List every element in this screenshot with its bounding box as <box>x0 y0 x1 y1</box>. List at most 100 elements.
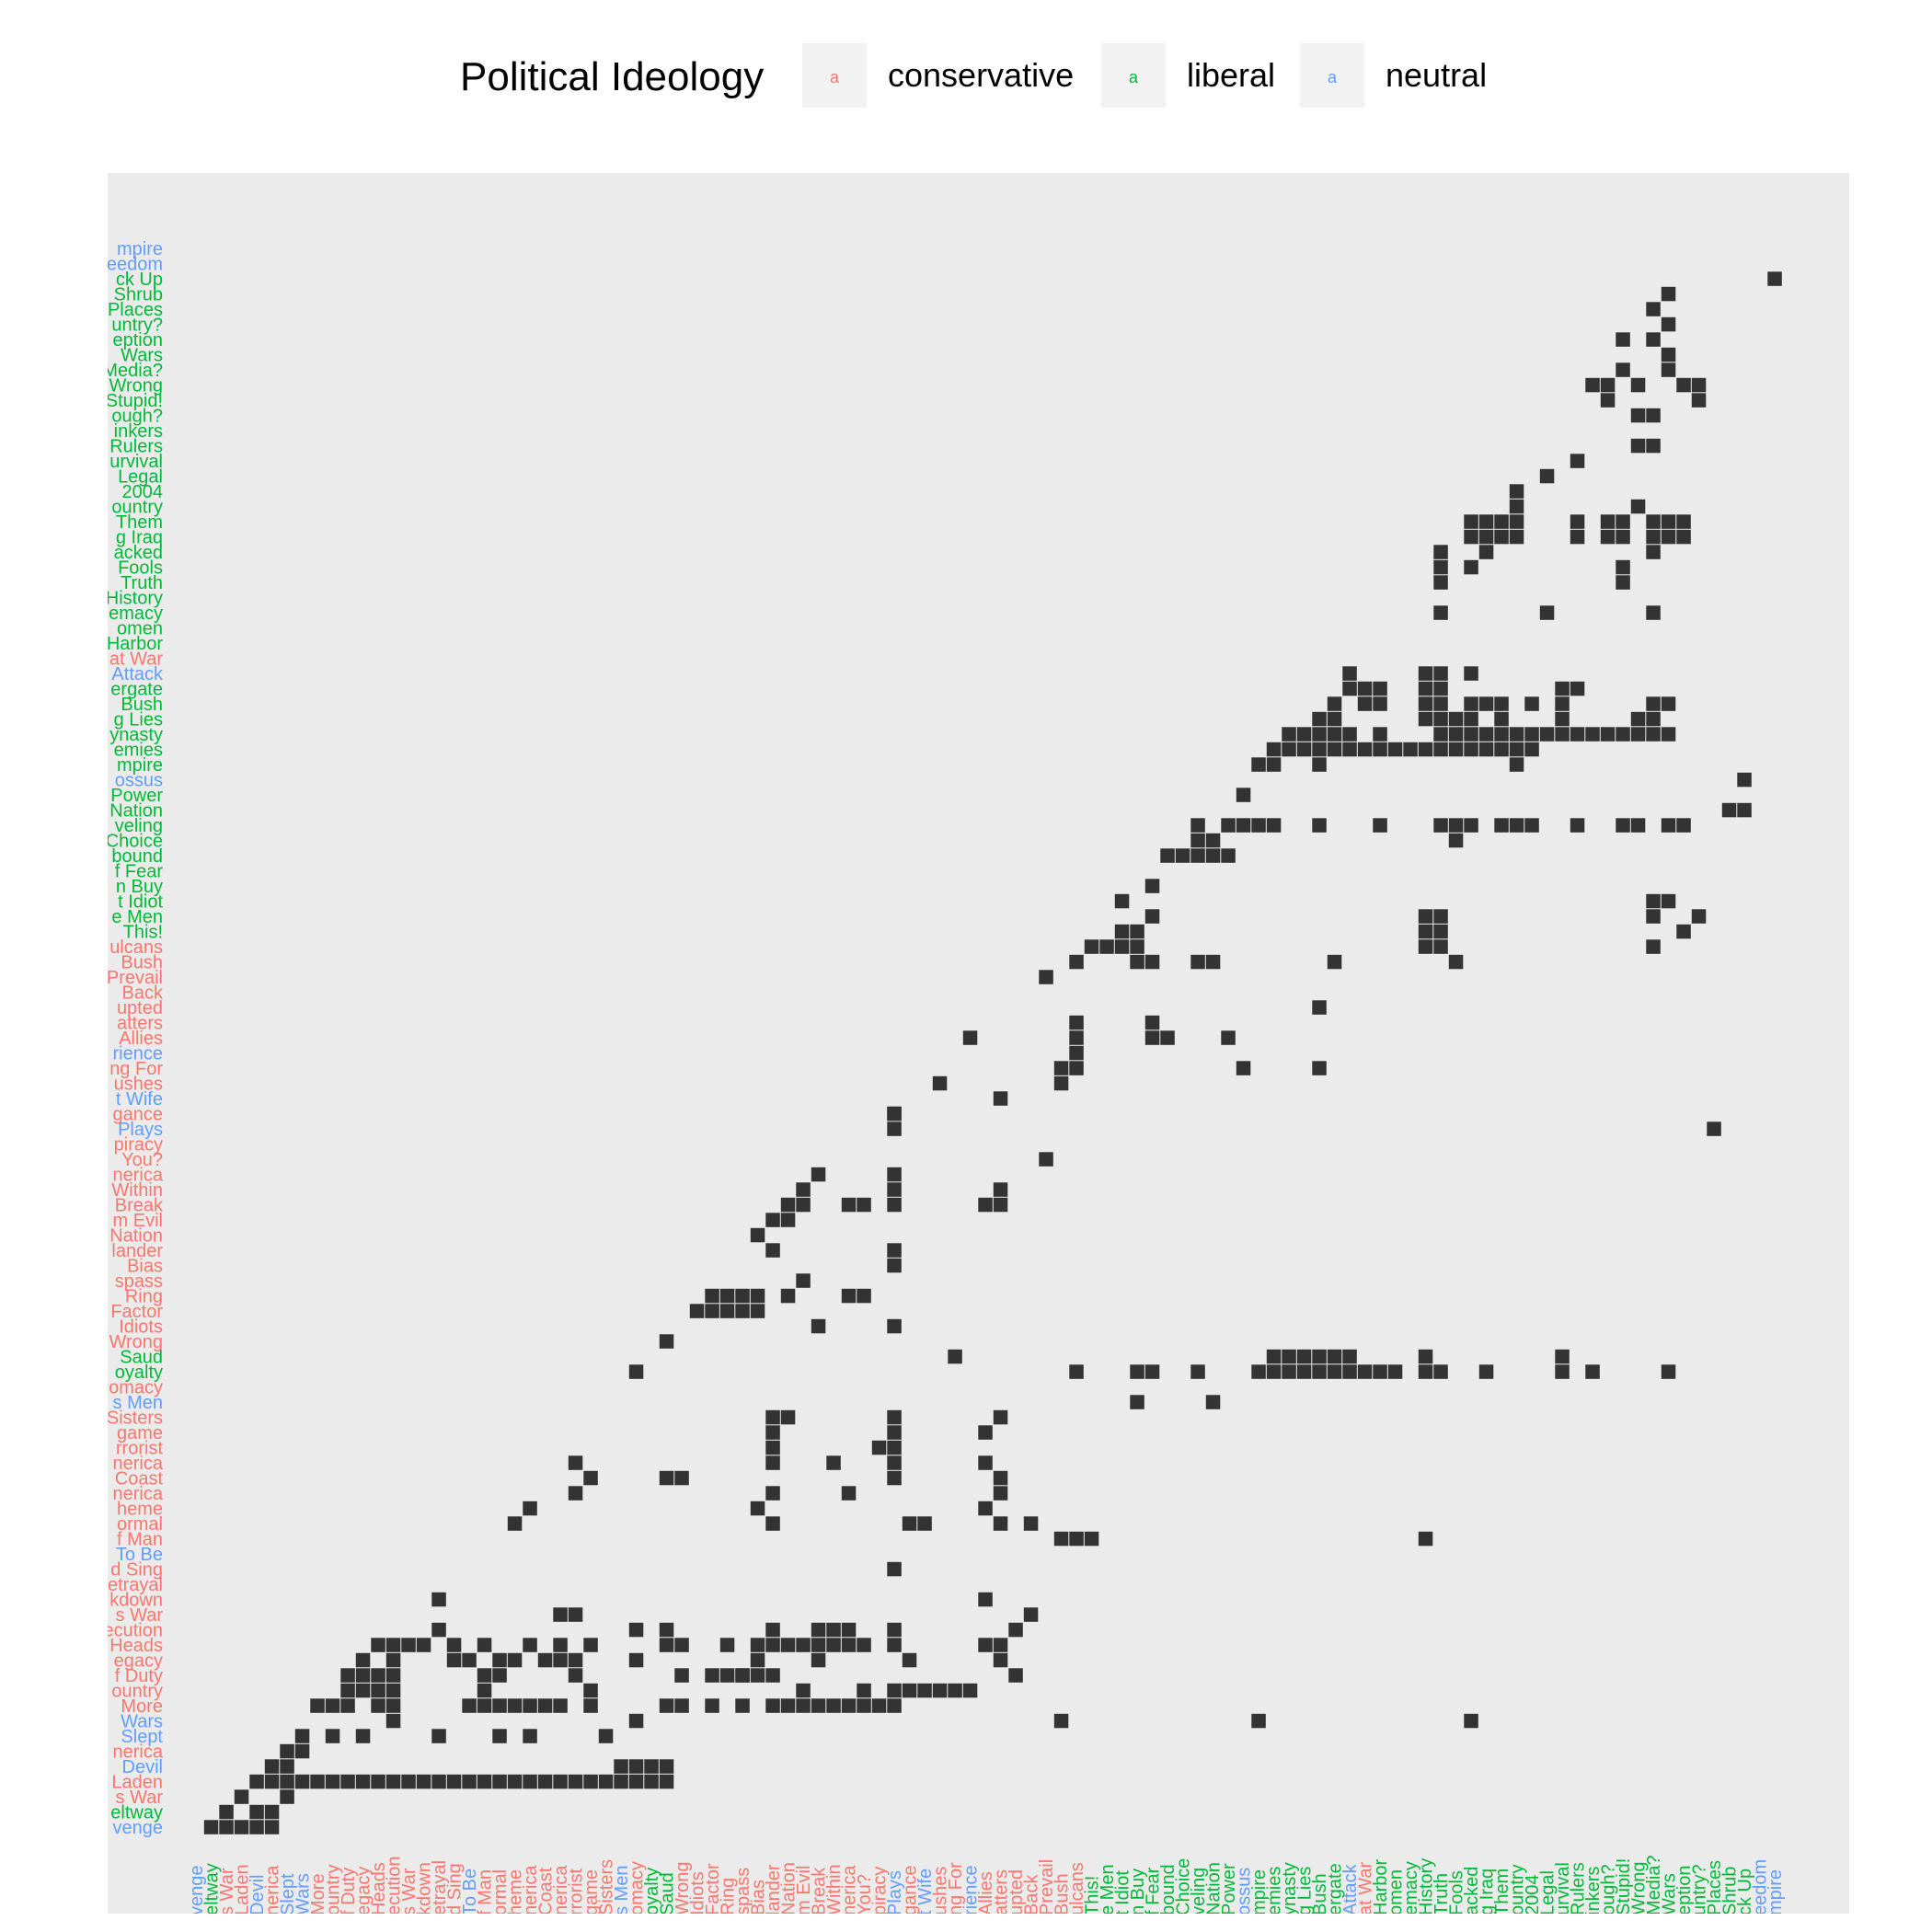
heatmap-cell <box>1691 909 1707 924</box>
legend-key-conservative <box>802 43 867 108</box>
x-tick-label: Them <box>1492 1869 1512 1915</box>
heatmap-cell <box>1509 514 1524 529</box>
x-tick-label: Within <box>824 1864 845 1915</box>
x-tick-label: urvival <box>1553 1862 1573 1915</box>
heatmap-cell <box>507 1774 523 1789</box>
y-tick-label: Shrub <box>114 285 163 305</box>
heatmap-cell <box>705 1698 719 1713</box>
heatmap-cell <box>811 1638 826 1652</box>
heatmap-cell <box>826 1622 841 1638</box>
heatmap-cell <box>659 1470 674 1486</box>
heatmap-cell <box>340 1668 355 1683</box>
heatmap-cell <box>1433 924 1448 939</box>
y-tick-label: oyalty <box>115 1363 163 1383</box>
x-tick-label: omacy <box>627 1861 648 1915</box>
y-tick-label: mpire <box>117 755 163 776</box>
heatmap-cell <box>887 1258 902 1273</box>
heatmap-cell <box>765 1668 780 1683</box>
heatmap-cell <box>431 1729 446 1743</box>
heatmap-cell <box>1646 711 1661 727</box>
heatmap-cell <box>1236 818 1251 833</box>
heatmap-cell <box>1114 939 1130 954</box>
heatmap-cell <box>1373 1364 1387 1379</box>
y-tick-label: game <box>117 1423 163 1443</box>
heatmap-cell <box>750 1227 765 1243</box>
heatmap-cell <box>1478 1364 1494 1379</box>
heatmap-cell <box>1373 818 1387 833</box>
heatmap-cell <box>1312 1349 1327 1364</box>
heatmap-cell <box>796 1182 811 1197</box>
y-tick-label: Sisters <box>107 1409 163 1429</box>
x-tick-label: e Men <box>1098 1864 1118 1915</box>
heatmap-cell <box>1418 696 1433 711</box>
y-tick-label: ergate <box>110 680 163 700</box>
heatmap-cell <box>1373 727 1387 742</box>
heatmap-cell <box>1555 1349 1570 1364</box>
x-tick-label: ountry <box>1508 1864 1528 1915</box>
x-tick-label: eedom <box>1751 1859 1771 1915</box>
heatmap-cell <box>1600 377 1616 393</box>
heatmap-cell <box>628 1759 644 1774</box>
heatmap-cell <box>887 1409 902 1425</box>
y-tick-label: inkers <box>114 421 163 442</box>
heatmap-cell <box>1661 362 1676 377</box>
heatmap-cell <box>826 1455 841 1470</box>
heatmap-cell <box>780 1288 796 1304</box>
heatmap-cell <box>1737 772 1752 788</box>
y-tick-label: atters <box>117 1014 163 1034</box>
heatmap-cell <box>1464 529 1478 545</box>
x-tick-label: ng For <box>946 1862 966 1915</box>
heatmap-cell <box>1053 1061 1069 1075</box>
heatmap-cell <box>719 1638 735 1652</box>
x-tick-label: atters <box>992 1869 1012 1915</box>
heatmap-cell <box>1130 954 1144 970</box>
heatmap-cell <box>993 1486 1008 1501</box>
y-tick-label: f Man <box>117 1530 163 1550</box>
heatmap-cell <box>1509 499 1524 514</box>
x-tick-label: d Sing <box>445 1863 466 1915</box>
heatmap-cell <box>1069 1030 1084 1045</box>
heatmap-cell <box>1312 1061 1327 1075</box>
heatmap-cell <box>841 1622 857 1638</box>
heatmap-cell <box>993 1197 1008 1213</box>
heatmap-cell <box>598 1774 614 1789</box>
x-tick-label: nerica <box>521 1865 541 1915</box>
heatmap-cell <box>431 1592 446 1607</box>
heatmap-cell <box>446 1638 462 1652</box>
heatmap-cell <box>583 1698 598 1713</box>
y-tick-label: s War <box>116 1788 164 1808</box>
heatmap-cell <box>1616 818 1630 833</box>
heatmap-cell <box>537 1774 553 1789</box>
y-tick-label: etrayal <box>108 1575 163 1595</box>
heatmap-cell <box>719 1304 735 1318</box>
heatmap-cell <box>1646 893 1661 909</box>
y-tick-label: Wrong <box>109 1332 163 1352</box>
x-tick-label: t Idiot <box>1113 1870 1133 1915</box>
heatmap-cell <box>841 1288 857 1304</box>
heatmap-cell <box>1144 954 1160 970</box>
heatmap-cell <box>1646 408 1661 423</box>
heatmap-cell <box>902 1683 917 1698</box>
heatmap-cell <box>583 1774 598 1789</box>
heatmap-cell <box>1039 1152 1053 1167</box>
y-tick-label: Harbor <box>107 634 163 654</box>
heatmap-cell <box>1190 1364 1205 1379</box>
y-tick-label: egacy <box>114 1651 163 1672</box>
heatmap-cell <box>887 1470 902 1486</box>
heatmap-cell <box>1144 909 1160 924</box>
y-tick-label: ecution <box>104 1621 164 1641</box>
heatmap-cell <box>1630 499 1646 514</box>
heatmap-cell <box>1053 1713 1069 1729</box>
heatmap-cell <box>355 1774 371 1789</box>
heatmap-cell <box>1661 893 1676 909</box>
heatmap-cell <box>1357 696 1373 711</box>
heatmap-cell <box>1327 711 1342 727</box>
x-tick-label: Wars <box>293 1873 314 1915</box>
heatmap-cell <box>583 1683 598 1698</box>
heatmap-cell <box>857 1197 871 1213</box>
heatmap-cell <box>1676 818 1691 833</box>
heatmap-cell <box>1130 924 1144 939</box>
heatmap-cell <box>765 1638 780 1652</box>
heatmap-cell <box>523 1501 537 1516</box>
